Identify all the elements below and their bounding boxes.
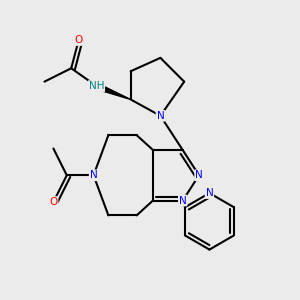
Text: O: O bbox=[49, 197, 58, 207]
Polygon shape bbox=[95, 83, 131, 100]
Text: O: O bbox=[74, 35, 83, 45]
Text: N: N bbox=[195, 170, 203, 180]
Text: N: N bbox=[179, 196, 187, 206]
Text: N: N bbox=[90, 170, 98, 180]
Text: N: N bbox=[206, 188, 213, 198]
Text: N: N bbox=[157, 111, 164, 121]
Text: NH: NH bbox=[89, 81, 104, 91]
